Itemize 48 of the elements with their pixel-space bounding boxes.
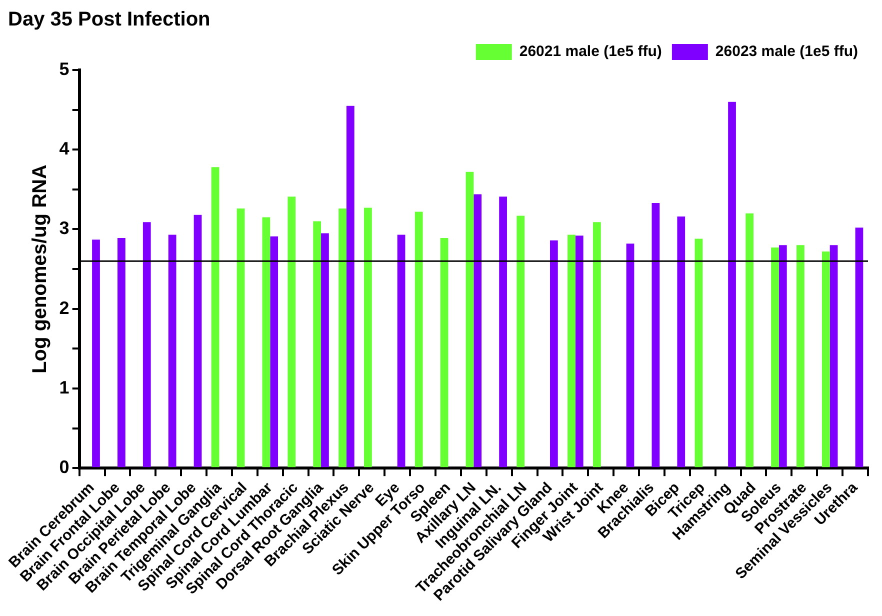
bar — [778, 245, 787, 468]
bar — [313, 221, 322, 468]
bar — [211, 167, 220, 468]
y-tick-label: 1 — [59, 377, 70, 398]
bar — [626, 244, 634, 468]
bar — [516, 216, 525, 468]
bar — [270, 236, 278, 468]
bar — [397, 234, 406, 468]
bar — [677, 216, 686, 468]
bar — [652, 202, 660, 468]
legend-label: 26021 male (1e5 ffu) — [519, 43, 662, 60]
bar — [142, 222, 151, 468]
bar — [746, 213, 754, 468]
bar — [796, 245, 804, 468]
bar — [262, 217, 270, 468]
bar — [728, 102, 736, 468]
bar — [321, 233, 329, 468]
bar — [466, 172, 474, 468]
bar — [550, 240, 558, 468]
y-tick-label: 3 — [59, 218, 70, 238]
bar — [822, 252, 830, 468]
legend-label: 26023 male (1e5 ffu) — [715, 43, 858, 60]
bar — [236, 208, 245, 468]
chart-title: Day 35 Post Infection — [8, 8, 210, 31]
y-tick-label: 5 — [59, 58, 70, 79]
bar — [771, 248, 779, 468]
bar — [168, 234, 176, 468]
bar — [346, 106, 354, 468]
bar — [117, 238, 126, 468]
bar — [575, 236, 584, 468]
y-tick-label: 2 — [59, 298, 70, 318]
bar — [338, 208, 346, 468]
bar — [592, 222, 601, 468]
bar — [194, 214, 202, 468]
bar — [855, 228, 864, 468]
bar — [568, 234, 576, 468]
bar — [474, 194, 482, 468]
bar — [92, 240, 100, 468]
bar — [414, 212, 423, 468]
bar — [288, 196, 296, 468]
bar — [830, 245, 838, 468]
bar — [694, 238, 703, 468]
y-axis-title: Log genomes/ug RNA — [28, 164, 51, 374]
bar — [364, 208, 372, 468]
y-tick-label: 4 — [59, 138, 70, 159]
bar — [440, 238, 448, 468]
bar — [499, 196, 507, 468]
y-tick-label: 0 — [59, 457, 70, 478]
